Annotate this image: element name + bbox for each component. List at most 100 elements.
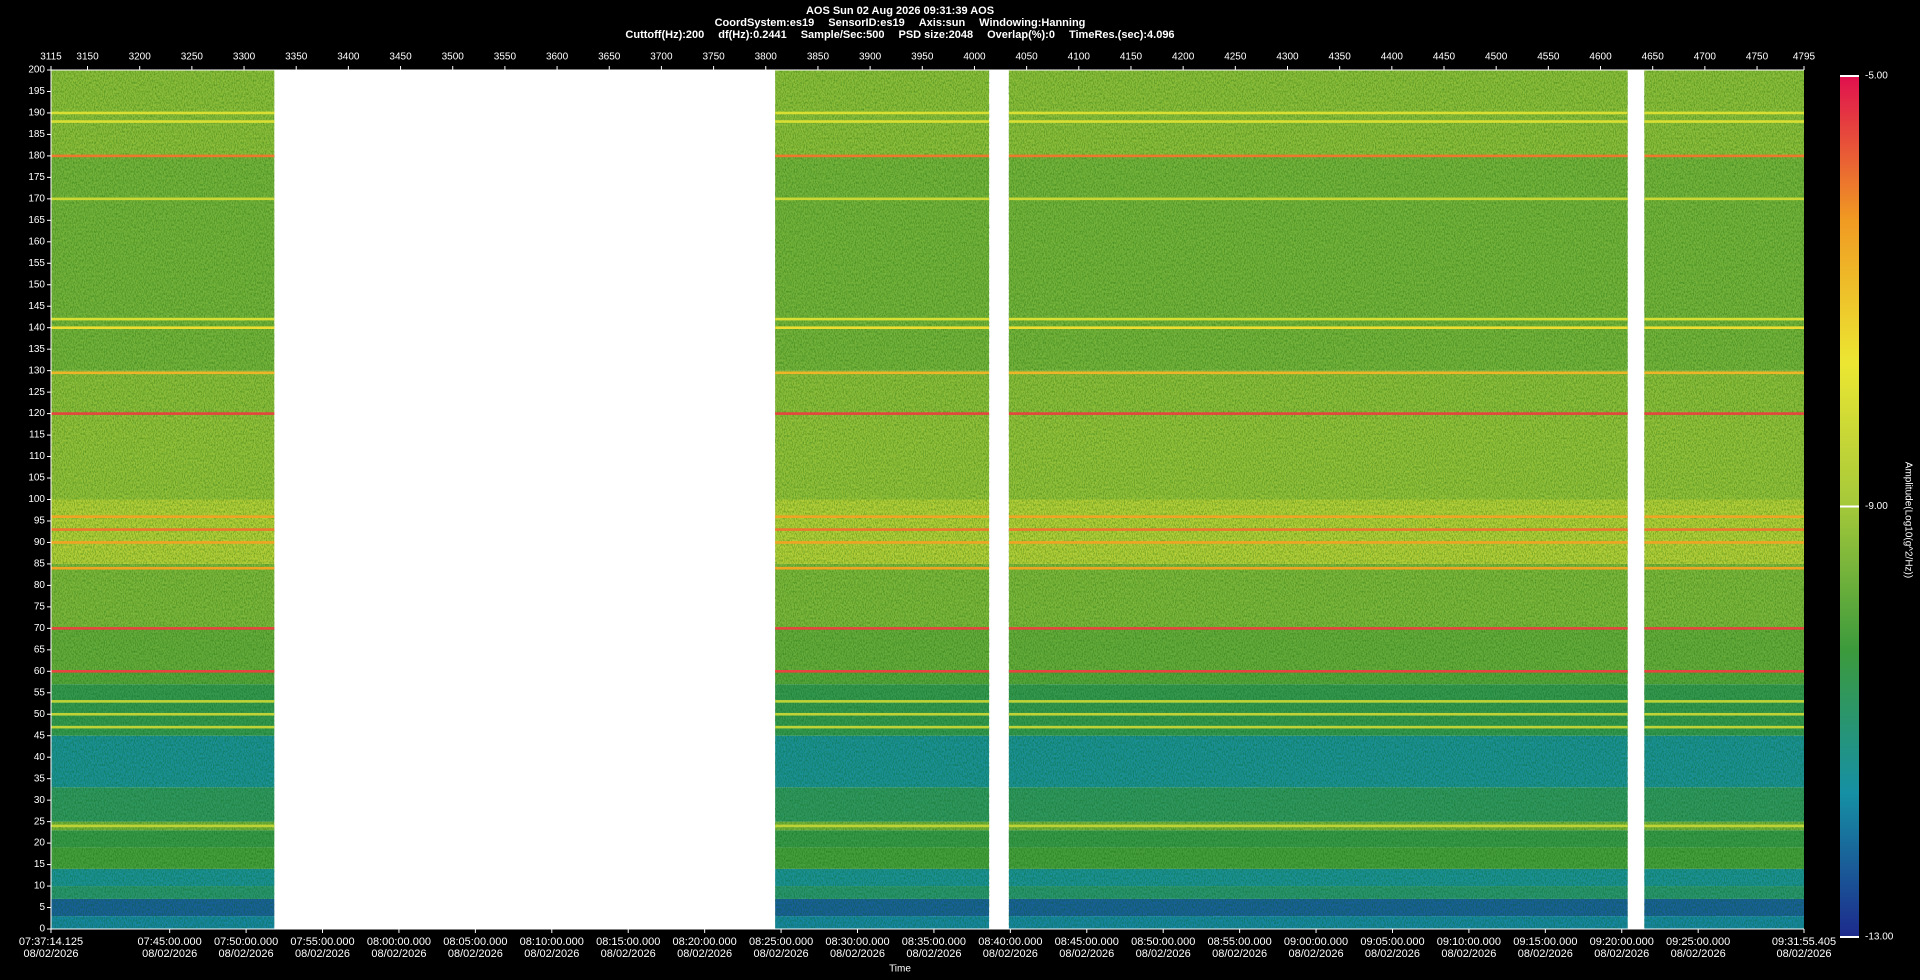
spectral-line: [51, 824, 275, 828]
x-tick-label: 3500: [442, 52, 465, 63]
spectral-line: [1644, 515, 1804, 518]
spectral-line: [51, 326, 275, 329]
spectral-line: [1008, 154, 1628, 158]
spectral-line: [1644, 412, 1804, 415]
spectral-line: [51, 627, 275, 630]
y-tick-label: 130: [28, 365, 45, 376]
y-tick-label: 35: [34, 773, 46, 784]
x-tick-label: 3950: [911, 52, 934, 63]
y-tick-label: 190: [28, 108, 45, 119]
x-tick-label: 3750: [702, 52, 725, 63]
x-tick-label: 3650: [598, 52, 621, 63]
noise-texture: [775, 70, 990, 929]
colorbar-tick-label: -13.00: [1865, 932, 1894, 943]
spectral-line: [51, 120, 275, 123]
x-tick-label: 3900: [859, 52, 882, 63]
y-tick-label: 85: [34, 559, 46, 570]
spectral-line: [1644, 627, 1804, 630]
spectral-line: [1008, 566, 1628, 570]
time-tick-label: 09:20:00.000 08/02/2026: [1589, 936, 1654, 960]
x-tick-label: 4500: [1485, 52, 1508, 63]
spectral-line: [775, 670, 990, 673]
colorbar-tick-label: -9.00: [1865, 501, 1888, 512]
y-tick-label: 80: [34, 580, 46, 591]
spectral-line: [1008, 515, 1628, 518]
header-title: AOS Sun 02 Aug 2026 09:31:39 AOS: [0, 5, 1800, 17]
x-tick-label: 3700: [650, 52, 673, 63]
info-item: Overlap(%):0: [987, 29, 1055, 41]
spectral-line: [51, 317, 275, 321]
y-tick-label: 185: [28, 129, 45, 140]
y-tick-label: 145: [28, 301, 45, 312]
x-tick-label: 3600: [546, 52, 569, 63]
y-tick-label: 180: [28, 151, 45, 162]
time-tick-label: 08:55:00.000 08/02/2026: [1207, 936, 1272, 960]
y-tick-label: 100: [28, 494, 45, 505]
spectral-line: [1008, 371, 1628, 375]
spectral-line: [1008, 670, 1628, 673]
x-tick-label: 4050: [1016, 52, 1039, 63]
info-item: Cuttoff(Hz):200: [625, 29, 705, 41]
y-tick-label: 65: [34, 644, 46, 655]
spectral-line: [775, 317, 990, 321]
y-tick-label: 170: [28, 193, 45, 204]
spectral-line: [775, 154, 990, 158]
spectral-line: [51, 412, 275, 415]
y-tick-label: 175: [28, 172, 45, 183]
x-tick-label: 4750: [1746, 52, 1769, 63]
time-tick-label: 08:10:00.000 08/02/2026: [519, 936, 584, 960]
time-tick-label: 08:30:00.000 08/02/2026: [825, 936, 890, 960]
y-tick-label: 10: [34, 881, 46, 892]
x-tick-label: 3150: [76, 52, 99, 63]
spectral-line: [1644, 700, 1804, 703]
y-tick-label: 120: [28, 408, 45, 419]
x-tick-label: 4150: [1120, 52, 1143, 63]
spectral-line: [51, 111, 275, 115]
noise-texture: [1008, 70, 1628, 929]
x-tick-label: 3200: [129, 52, 152, 63]
spectral-line: [51, 712, 275, 716]
y-tick-label: 95: [34, 516, 46, 527]
info-item: TimeRes.(sec):4.096: [1068, 29, 1175, 41]
time-tick-label: 08:35:00.000 08/02/2026: [901, 936, 967, 960]
spectral-line: [1008, 700, 1628, 703]
x-tick-label: 4000: [963, 52, 986, 63]
x-tick-label: 3115: [40, 52, 62, 63]
spectral-line: [1644, 326, 1804, 329]
time-tick-label: 09:25:00.000 08/02/2026: [1666, 936, 1731, 960]
spectral-line: [775, 627, 990, 630]
spectral-line: [1644, 154, 1804, 158]
info-item: PSD size:2048: [898, 29, 974, 41]
info-item: SensorID:es19: [828, 17, 905, 29]
y-tick-label: 165: [28, 215, 45, 226]
spectral-line: [51, 528, 275, 531]
spectral-line: [775, 326, 990, 329]
y-tick-label: 60: [34, 666, 46, 677]
time-tick-label: 08:00:00.000 08/02/2026: [366, 936, 432, 960]
time-tick-label: 09:31:55.405 08/02/2026: [1771, 936, 1837, 960]
y-tick-label: 125: [28, 387, 45, 398]
spectral-line: [51, 515, 275, 518]
spectral-line: [1008, 627, 1628, 630]
x-tick-label: 4700: [1694, 52, 1717, 63]
spectral-line: [775, 824, 990, 828]
x-tick-label: 4550: [1537, 52, 1560, 63]
spectral-line: [775, 528, 990, 531]
x-tick-label: 4400: [1381, 52, 1404, 63]
spectral-line: [1644, 670, 1804, 673]
spectral-line: [1644, 197, 1804, 201]
y-tick-label: 40: [34, 752, 46, 763]
spectral-line: [775, 541, 990, 544]
colorbar-label: Amplitude(Log10(g^2/Hz)): [1902, 462, 1913, 578]
spectral-line: [51, 700, 275, 703]
spectral-line: [1644, 541, 1804, 544]
time-tick-label: 09:15:00.000 08/02/2026: [1513, 936, 1578, 960]
y-tick-label: 105: [28, 473, 45, 484]
noise-texture: [51, 70, 275, 929]
y-tick-label: 15: [34, 859, 46, 870]
y-tick-label: 50: [34, 709, 46, 720]
spectral-line: [775, 197, 990, 201]
y-tick-label: 90: [34, 537, 46, 548]
header-info: CoordSystem:es19 SensorID:es19 Axis:sun Win…: [0, 17, 1800, 29]
x-tick-label: 4300: [1276, 52, 1299, 63]
